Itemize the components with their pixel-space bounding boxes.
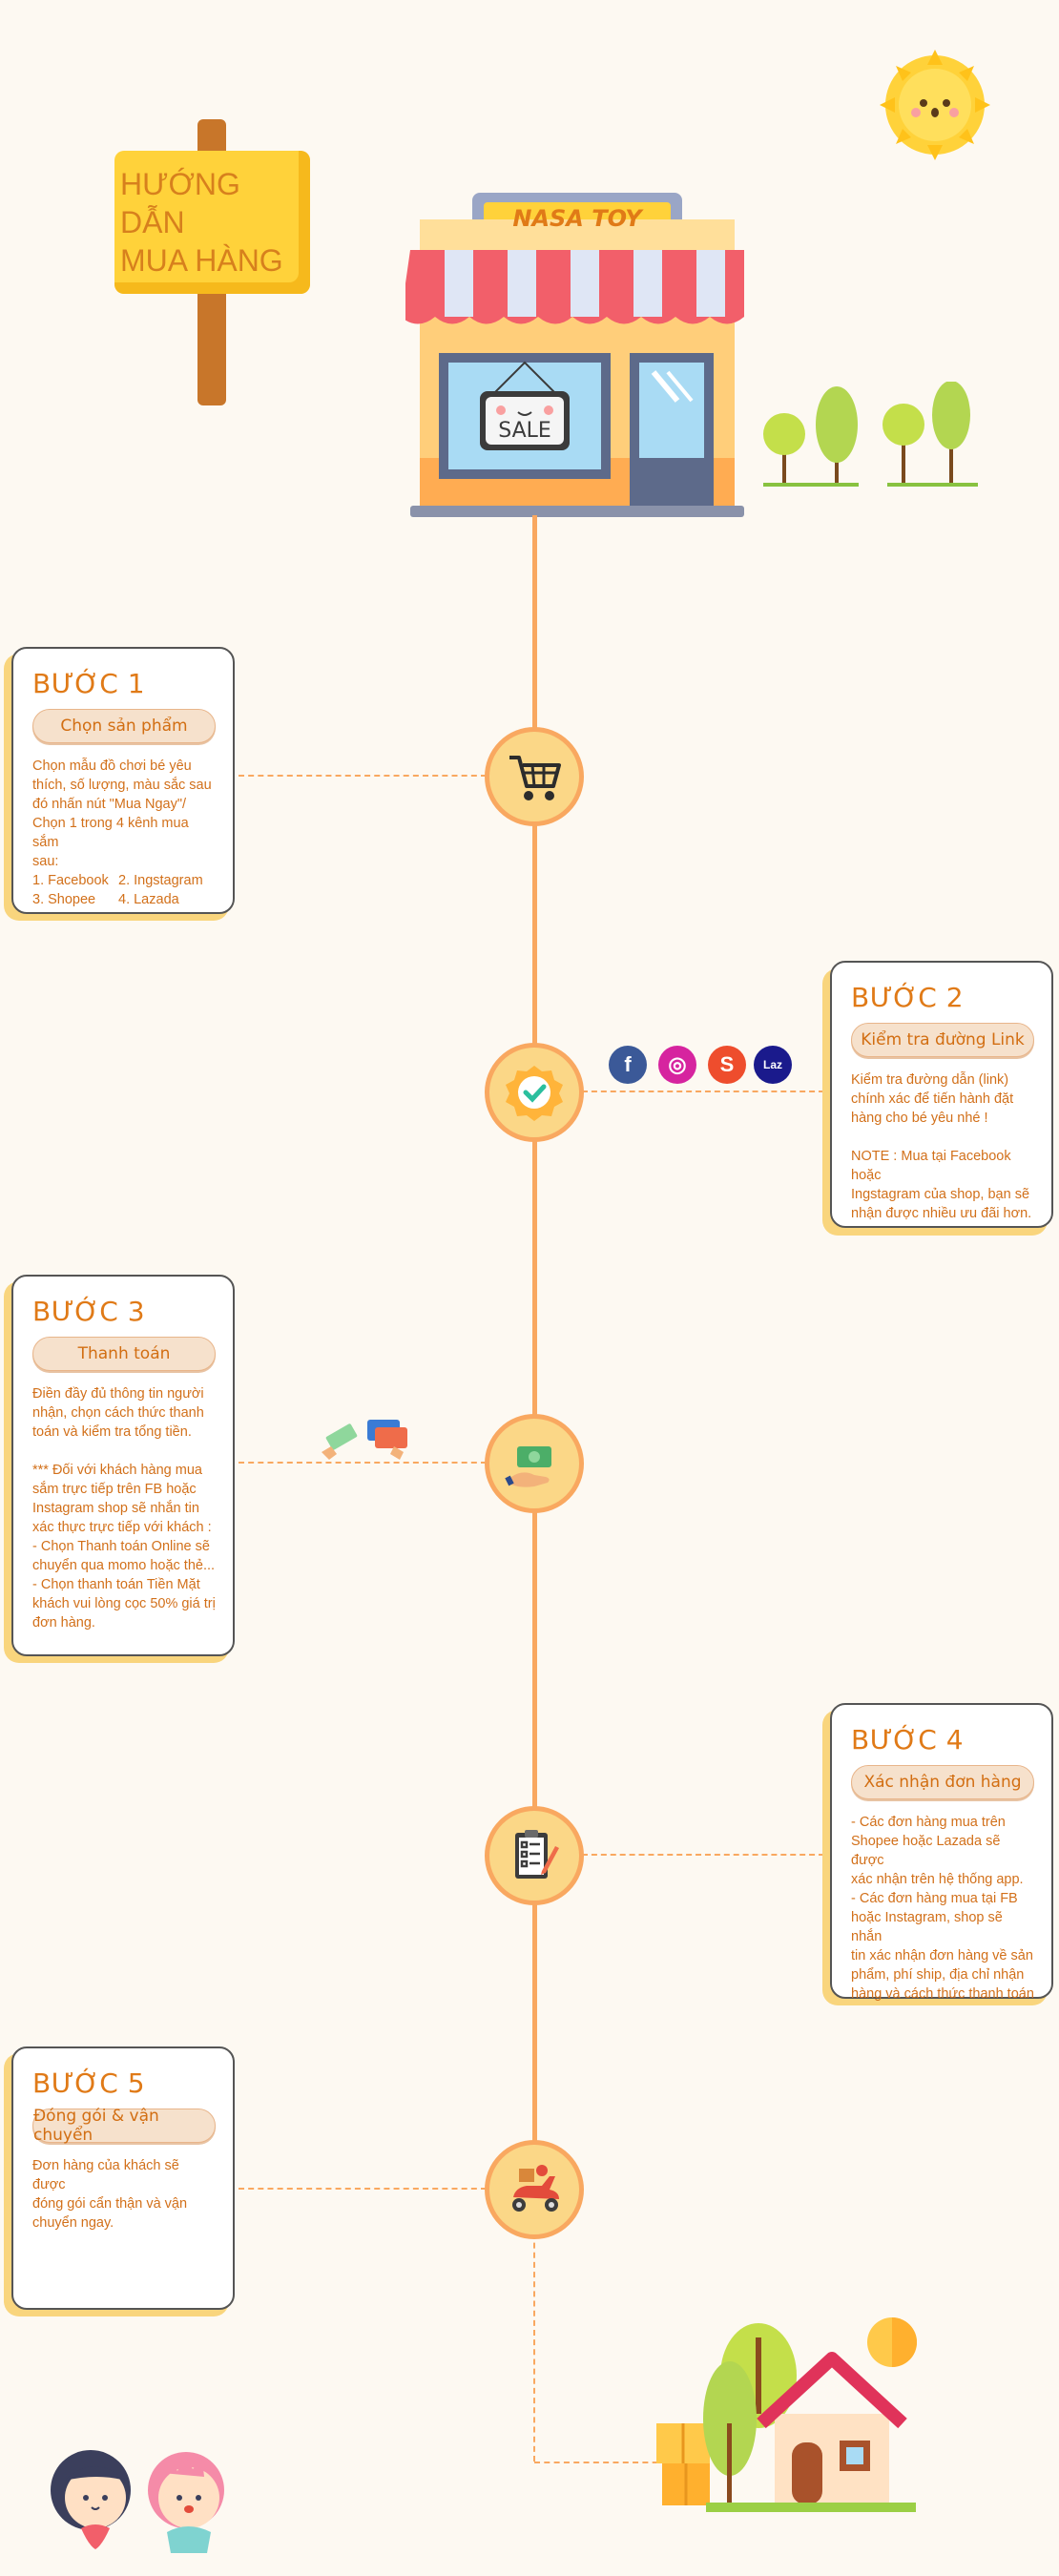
shopee-icon[interactable]: S — [708, 1046, 746, 1084]
clipboard-checklist-icon — [515, 1830, 559, 1879]
step-5-body: Đơn hàng của khách sẽ được đóng gói cẩn … — [32, 2156, 216, 2233]
step-3-line: Điền đầy đủ thông tin người — [32, 1386, 204, 1402]
guide-sign: HƯỚNG DẪN MUA HÀNG — [114, 151, 310, 294]
sign-line-2: MUA HÀNG — [120, 243, 283, 278]
step-5-subtitle-pill: Đóng gói & vận chuyển — [32, 2107, 216, 2145]
step-3-line: - Chọn Thanh toán Online sẽ — [32, 1539, 210, 1554]
step-2-node — [485, 1043, 584, 1142]
check-badge-icon — [506, 1066, 563, 1121]
timeline-dash-to-house — [534, 2462, 668, 2463]
step-1-line: thích, số lượng, màu sắc sau — [32, 778, 212, 793]
step-2-line: chính xác để tiến hành đặt — [851, 1091, 1014, 1107]
step-1-title: BƯỚC 1 — [32, 668, 146, 699]
step-3-line: sắm trực tiếp trên FB hoặc — [32, 1482, 197, 1497]
connector-step-5 — [239, 2188, 487, 2190]
step-3-line: chuyển qua momo hoặc thẻ... — [32, 1558, 216, 1573]
step-5-title: BƯỚC 5 — [32, 2067, 146, 2099]
kids-illustration — [51, 2450, 224, 2553]
step-3-line: khách vui lòng cọc 50% giá trị — [32, 1596, 216, 1611]
step-2-card: BƯỚC 2 Kiểm tra đường Link Kiểm tra đườn… — [830, 961, 1053, 1228]
step-4-line: xác nhận trên hệ thống app. — [851, 1872, 1024, 1887]
step-4-line: hàng và cách thức thanh toán — [851, 1986, 1034, 2002]
timeline-dash-end — [533, 2204, 535, 2462]
connector-step-3 — [239, 1462, 487, 1464]
sign-line-1: HƯỚNG DẪN — [120, 167, 240, 239]
step-4-line: Shopee hoặc Lazada sẽ được — [851, 1834, 1001, 1868]
step-1-node — [485, 727, 584, 826]
step-4-line: phẩm, phí ship, địa chỉ nhận — [851, 1967, 1025, 1983]
delivery-scooter-icon — [512, 2165, 559, 2212]
step-5-line: Đơn hàng của khách sẽ được — [32, 2158, 179, 2192]
step-4-title: BƯỚC 4 — [851, 1724, 965, 1755]
connector-step-4 — [582, 1854, 824, 1856]
step-3-line: xác thực trực tiếp với khách : — [32, 1520, 212, 1535]
sun-icon — [880, 50, 990, 160]
step-2-subtitle-pill: Kiểm tra đường Link — [851, 1023, 1034, 1057]
step-3-line: - Chọn thanh toán Tiền Mặt — [32, 1577, 200, 1592]
step-3-card: BƯỚC 3 Thanh toán Điền đầy đủ thông tin … — [11, 1275, 235, 1656]
step-2-line: Kiểm tra đường dẫn (link) — [851, 1072, 1009, 1088]
step-4-line: tin xác nhận đơn hàng về sản — [851, 1948, 1033, 1963]
step-1-subtitle-pill: Chọn sản phẩm — [32, 709, 216, 743]
connector-step-2 — [582, 1091, 824, 1092]
lazada-icon[interactable]: Laz — [754, 1046, 792, 1084]
connector-step-1 — [239, 775, 487, 777]
step-4-subtitle-pill: Xác nhận đơn hàng — [851, 1765, 1034, 1799]
facebook-icon[interactable]: f — [609, 1046, 647, 1084]
toy-store-illustration: SALE NASA TOY — [405, 193, 744, 517]
step-4-body: - Các đơn hàng mua trên Shopee hoặc Laza… — [851, 1813, 1034, 2004]
step-1-line: Chọn 1 trong 4 kênh mua sắm — [32, 816, 189, 850]
step-4-card: BƯỚC 4 Xác nhận đơn hàng - Các đơn hàng … — [830, 1703, 1053, 2002]
step-3-title: BƯỚC 3 — [32, 1296, 146, 1327]
step-5-node — [485, 2140, 584, 2239]
channel-shopee: 3. Shopee — [32, 892, 96, 907]
channel-lazada: 4. Lazada — [118, 892, 179, 907]
step-4-line: - Các đơn hàng mua tại FB — [851, 1891, 1018, 1906]
step-3-line: nhận, chọn cách thức thanh — [32, 1405, 204, 1421]
money-hand-icon — [505, 1446, 551, 1487]
step-4-node — [485, 1806, 584, 1905]
step-3-node — [485, 1414, 584, 1513]
step-3-line: Instagram shop sẽ nhắn tin — [32, 1501, 199, 1516]
sale-text: SALE — [498, 419, 551, 443]
channel-facebook: 1. Facebook — [32, 873, 109, 888]
step-2-line: hàng cho bé yêu nhé ! — [851, 1111, 988, 1126]
step-1-body: Chọn mẫu đồ chơi bé yêu thích, số lượng,… — [32, 757, 216, 909]
step-3-line: toán và kiểm tra tổng tiền. — [32, 1424, 192, 1440]
instagram-icon[interactable]: ◎ — [658, 1046, 696, 1084]
step-3-subtitle-pill: Thanh toán — [32, 1337, 216, 1371]
step-2-line: NOTE : Mua tại Facebook hoặc — [851, 1149, 1011, 1183]
step-2-line: nhận được nhiều ưu đãi hơn. — [851, 1206, 1032, 1221]
step-3-body: Điền đầy đủ thông tin người nhận, chọn c… — [32, 1384, 216, 1632]
step-2-line: Ingstagram của shop, bạn sẽ — [851, 1187, 1030, 1202]
step-2-body: Kiểm tra đường dẫn (link) chính xác để t… — [851, 1070, 1034, 1223]
step-3-line: đơn hàng. — [32, 1615, 95, 1631]
step-5-line: chuyển ngay. — [32, 2215, 114, 2231]
step-4-line: hoặc Instagram, shop sẽ nhắn — [851, 1910, 1003, 1944]
house-illustration — [656, 2317, 917, 2512]
store-name: NASA TOY — [512, 205, 644, 232]
channel-instagram: 2. Ingstagram — [118, 873, 203, 888]
step-5-line: đóng gói cẩn thận và vận — [32, 2196, 188, 2212]
step-4-line: - Các đơn hàng mua trên — [851, 1815, 1006, 1830]
payment-cards-icon — [322, 1420, 407, 1460]
step-1-line: Chọn mẫu đồ chơi bé yêu — [32, 758, 192, 774]
step-1-line: sau: — [32, 854, 59, 869]
step-2-title: BƯỚC 2 — [851, 982, 965, 1013]
timeline-line — [532, 515, 537, 2204]
shopping-cart-icon — [509, 756, 561, 800]
step-3-line: *** Đối với khách hàng mua — [32, 1463, 202, 1478]
trees-illustration — [763, 382, 978, 487]
step-5-card: BƯỚC 5 Đóng gói & vận chuyển Đơn hàng củ… — [11, 2046, 235, 2310]
step-1-card: BƯỚC 1 Chọn sản phẩm Chọn mẫu đồ chơi bé… — [11, 647, 235, 914]
step-1-line: đó nhấn nút "Mua Ngay"/ — [32, 797, 187, 812]
